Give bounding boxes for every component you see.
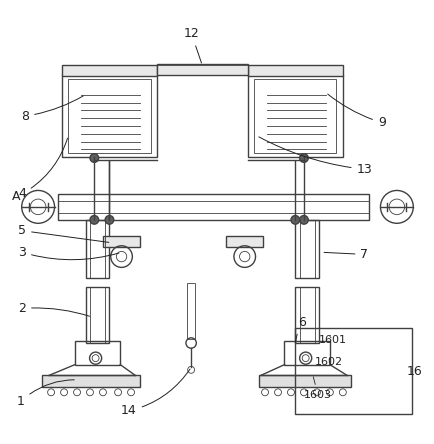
Bar (85, 220, 109, 278)
Bar (85, 287, 109, 343)
Circle shape (290, 215, 299, 224)
Text: 9: 9 (327, 94, 385, 129)
Bar (247, 75, 342, 157)
Text: 12: 12 (183, 28, 201, 63)
Circle shape (90, 154, 99, 163)
Bar (295, 328, 411, 414)
Bar (295, 287, 318, 343)
Bar (226, 236, 262, 247)
Text: 1: 1 (17, 380, 74, 408)
Bar (247, 65, 342, 76)
Bar (75, 341, 120, 365)
Circle shape (299, 215, 308, 224)
Bar (157, 64, 247, 75)
Text: 2: 2 (18, 302, 89, 316)
Text: 5: 5 (18, 224, 108, 242)
Bar (284, 341, 329, 365)
Text: 16: 16 (405, 365, 421, 377)
Circle shape (105, 215, 114, 224)
Bar (103, 236, 139, 247)
Bar (68, 79, 150, 153)
Text: 3: 3 (18, 246, 118, 260)
Bar (295, 220, 318, 278)
Text: 7: 7 (323, 248, 368, 261)
Circle shape (90, 215, 99, 224)
Text: 1601: 1601 (318, 335, 346, 345)
Bar (57, 194, 368, 220)
Circle shape (299, 154, 308, 163)
Text: 4: 4 (18, 138, 67, 200)
Bar (62, 65, 157, 76)
Bar (253, 79, 335, 153)
Text: 1603: 1603 (303, 377, 331, 400)
Bar (43, 375, 139, 387)
Bar (258, 375, 351, 387)
Text: 14: 14 (121, 369, 190, 417)
Text: 6: 6 (295, 316, 305, 342)
Text: 8: 8 (21, 96, 83, 123)
Bar (62, 75, 157, 157)
Bar (187, 282, 194, 339)
Text: 13: 13 (258, 137, 372, 176)
Text: A: A (12, 190, 21, 202)
Text: 1602: 1602 (314, 357, 342, 368)
